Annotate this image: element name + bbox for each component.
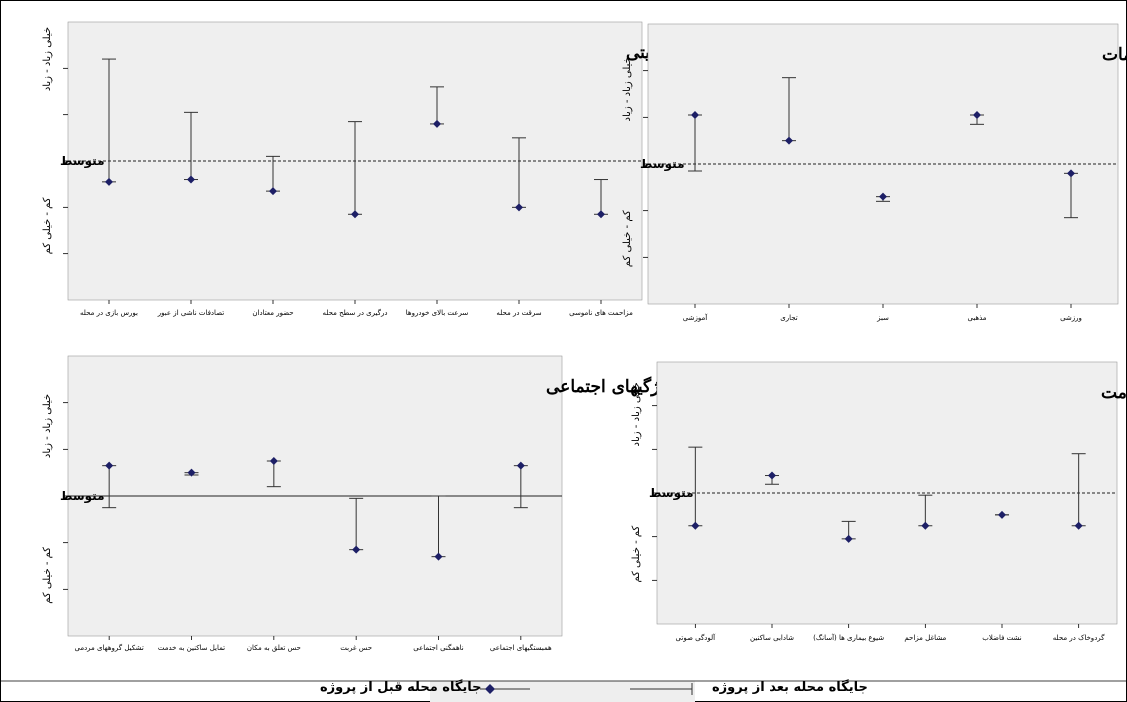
y-label-high: خیلی زیاد - زیاد	[42, 394, 53, 458]
x-tick-label: درگیری در سطح محله	[323, 308, 388, 317]
before-marker	[187, 175, 195, 184]
before-marker	[597, 210, 605, 219]
before-marker	[434, 552, 443, 561]
y-label-low: کم - خیلی کم	[42, 197, 53, 254]
before-marker	[691, 521, 700, 530]
before-marker	[844, 534, 853, 543]
x-tick-label: گردوخاک در محله	[1053, 633, 1105, 642]
before-marker	[352, 545, 361, 554]
before-marker	[433, 119, 441, 128]
before-marker	[105, 177, 113, 186]
before-marker	[269, 457, 278, 465]
x-tick-label: مذهبی	[967, 314, 986, 322]
before-marker	[879, 192, 887, 201]
x-tick-label: مشاغل مزاحم	[904, 634, 946, 642]
x-tick-label: سرقت در محله	[496, 309, 541, 317]
legend-strip	[430, 681, 695, 702]
y-label-low: کم - خیلی کم	[631, 525, 642, 582]
before-marker	[921, 521, 930, 530]
x-tick-label: تجاری	[780, 314, 798, 322]
y-label-mid: متوسط	[649, 486, 694, 501]
x-tick-label: مزاحمت های ناموسی	[569, 309, 633, 317]
y-label-mid: متوسط	[640, 157, 685, 172]
before-marker	[516, 461, 525, 470]
x-tick-label: ناهمگنی اجتماعی	[413, 643, 463, 652]
before-marker	[973, 111, 981, 119]
x-tick-label: سرعت بالای خودروها	[406, 309, 469, 317]
chart-title: دسترسی به خدمات	[1102, 45, 1127, 65]
x-tick-label: تصادفات ناشی از عبور	[157, 309, 224, 317]
x-tick-label: آلودگی صوتی	[676, 633, 717, 642]
before-marker	[1074, 521, 1083, 530]
x-tick-label: شادابی ساکنین	[750, 634, 794, 642]
x-tick-label: شیوع بیماری ها (آسانگ)	[813, 633, 884, 642]
x-tick-label: تمایل ساکنین به خدمت	[158, 644, 225, 652]
before-marker	[691, 111, 699, 119]
legend-before-marker	[485, 684, 495, 694]
x-tick-label: ورزشی	[1060, 314, 1082, 322]
chart-panel-4: متوسط خیلی زیاد - زیاد کم - خیلی کم بهداشت …	[631, 361, 1127, 642]
y-label-low: کم - خیلی کم	[622, 210, 633, 267]
y-label-mid: متوسط	[60, 489, 105, 504]
before-marker	[105, 461, 114, 470]
legend: جایگاه محله قبل از پروژه جایگاه محله بعد…	[320, 676, 868, 702]
legend-before-label: جایگاه محله قبل از پروژه	[320, 680, 482, 695]
before-marker	[1067, 169, 1075, 178]
x-tick-label: نشت فاضلاب	[982, 634, 1022, 642]
y-label-high: خیلی زیاد - زیاد	[631, 382, 642, 446]
y-label-mid: متوسط	[60, 154, 105, 169]
before-marker	[998, 510, 1006, 519]
chart-title: بهداشت و سلامت	[1101, 383, 1127, 403]
before-marker	[515, 203, 523, 212]
legend-after-label: جایگاه محله بعد از پروژه	[712, 680, 868, 695]
x-tick-label: تشکیل گروههای مردمی	[74, 643, 143, 652]
before-marker	[269, 187, 277, 196]
x-tick-label: آموزشی	[683, 313, 708, 322]
chart-panel-3: متوسط خیلی زیاد - زیاد کم - خیلی کم ویژگیها…	[42, 355, 673, 652]
before-marker	[768, 471, 776, 480]
x-tick-label: حس غربت	[340, 644, 372, 652]
chart-panel-2: متوسط خیلی زیاد - زیاد کم - خیلی کم دسترسی …	[622, 23, 1127, 322]
y-label-high: خیلی زیاد - زیاد	[42, 27, 53, 91]
legend-symbols	[480, 683, 693, 695]
before-marker	[187, 468, 196, 477]
chart-title: ویژگیهای اجتماعی	[546, 376, 673, 397]
y-label-high: خیلی زیاد - زیاد	[622, 57, 633, 121]
y-label-low: کم - خیلی کم	[42, 547, 53, 604]
x-tick-label: بورس بازی در محله	[80, 309, 138, 317]
x-tick-label: همبستگیهای اجتماعی	[490, 643, 552, 652]
before-marker	[351, 210, 359, 219]
x-tick-label: سبز	[876, 314, 889, 322]
x-tick-label: حضور معتادان	[252, 309, 293, 317]
before-marker	[785, 136, 793, 145]
x-tick-label: حس تعلق به مکان	[247, 644, 301, 652]
